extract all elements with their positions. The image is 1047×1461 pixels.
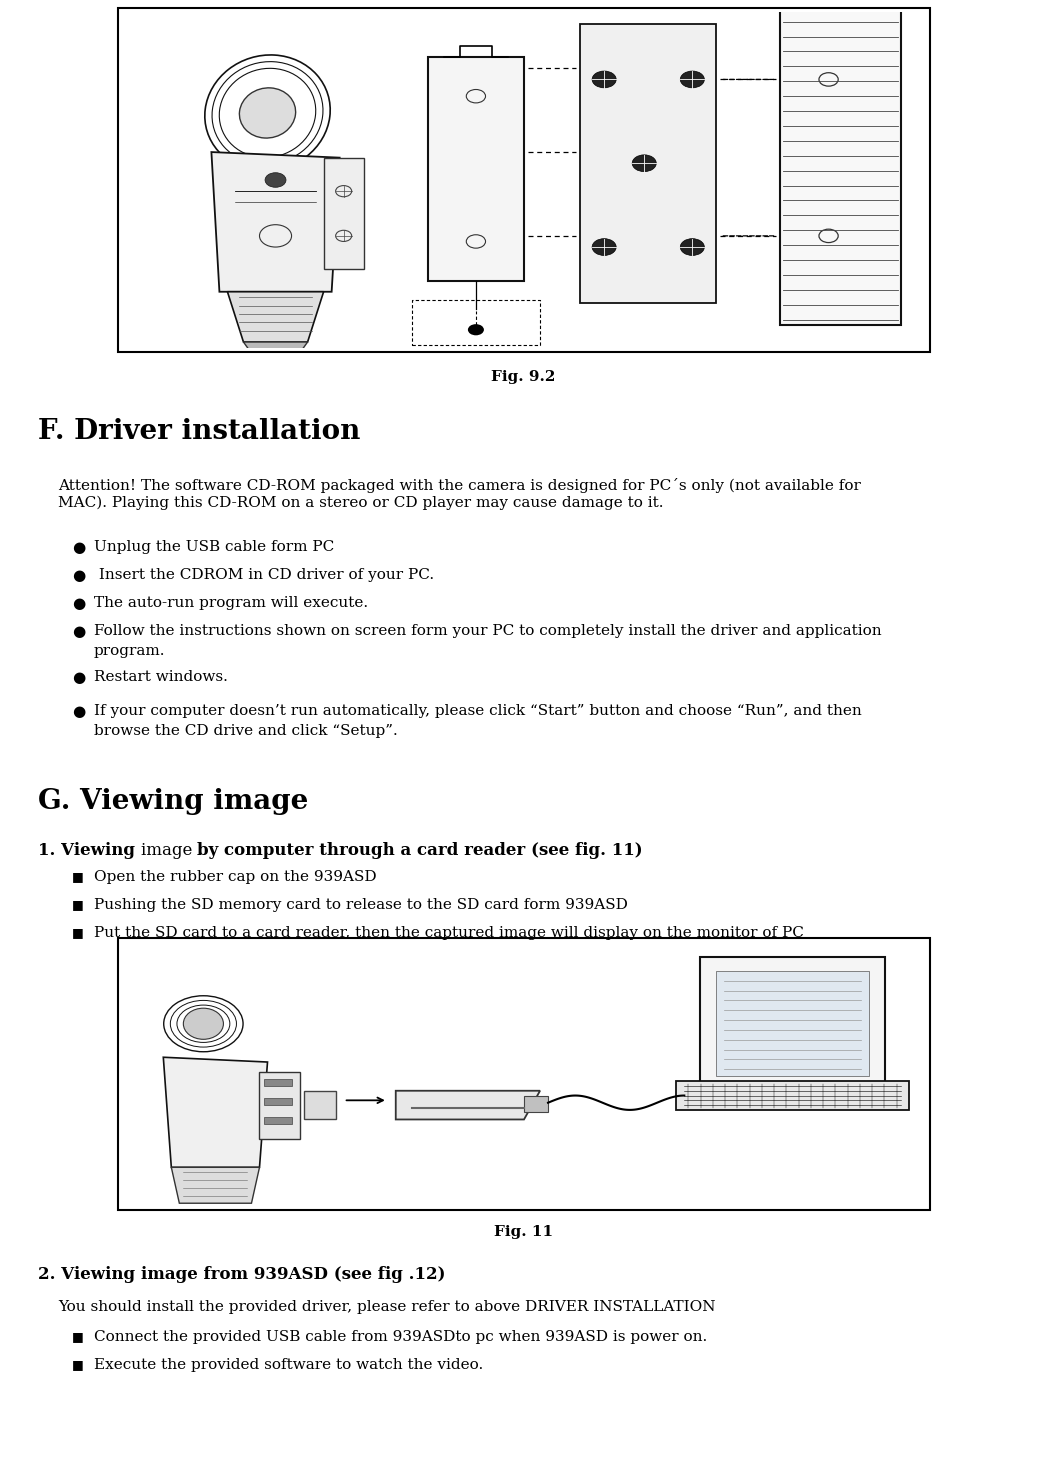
Text: Unplug the USB cable form PC: Unplug the USB cable form PC <box>94 541 334 554</box>
Polygon shape <box>700 957 885 1086</box>
Text: ●: ● <box>72 704 85 719</box>
Text: Insert the CDROM in CD driver of your PC.: Insert the CDROM in CD driver of your PC… <box>94 568 435 581</box>
Text: Execute the provided software to watch the video.: Execute the provided software to watch t… <box>94 1359 484 1372</box>
Text: ●: ● <box>72 671 85 685</box>
Circle shape <box>468 324 484 336</box>
Text: ●: ● <box>72 568 85 583</box>
Circle shape <box>681 238 705 256</box>
Text: browse the CD drive and click “Setup”.: browse the CD drive and click “Setup”. <box>94 725 398 738</box>
Text: Fig. 11: Fig. 11 <box>494 1224 553 1239</box>
Bar <box>264 1078 291 1086</box>
Polygon shape <box>428 57 524 281</box>
Polygon shape <box>211 152 339 292</box>
Ellipse shape <box>183 1008 223 1039</box>
Polygon shape <box>260 1071 299 1138</box>
Circle shape <box>681 72 705 88</box>
Polygon shape <box>324 158 363 269</box>
Text: by computer through a card reader (see fig. 11): by computer through a card reader (see f… <box>198 842 643 859</box>
Circle shape <box>632 155 656 171</box>
Text: You should install the provided driver, please refer to above DRIVER INSTALLATIO: You should install the provided driver, … <box>58 1300 715 1313</box>
Bar <box>304 1091 336 1119</box>
Text: Restart windows.: Restart windows. <box>94 671 228 684</box>
Circle shape <box>593 238 617 256</box>
Bar <box>681 1097 705 1109</box>
Text: image: image <box>140 842 198 859</box>
Polygon shape <box>163 1058 268 1167</box>
Text: ■: ■ <box>72 899 84 912</box>
Text: ■: ■ <box>72 1359 84 1370</box>
Text: Connect the provided USB cable from 939ASDto pc when 939ASD is power on.: Connect the provided USB cable from 939A… <box>94 1330 708 1344</box>
Polygon shape <box>244 342 308 359</box>
Text: If your computer doesn’t run automatically, please click “Start” button and choo: If your computer doesn’t run automatical… <box>94 704 862 717</box>
Polygon shape <box>172 1167 260 1204</box>
Text: ■: ■ <box>72 926 84 939</box>
Text: ●: ● <box>72 624 85 638</box>
Polygon shape <box>676 1081 909 1110</box>
Polygon shape <box>780 1 900 326</box>
Bar <box>264 1118 291 1125</box>
Bar <box>716 972 869 1077</box>
Text: Attention! The software CD-ROM packaged with the camera is designed for PC´s onl: Attention! The software CD-ROM packaged … <box>58 478 861 510</box>
Polygon shape <box>396 1091 540 1119</box>
Text: 1. Viewing: 1. Viewing <box>38 842 140 859</box>
Polygon shape <box>580 23 716 302</box>
Bar <box>118 7 930 352</box>
Polygon shape <box>227 292 324 342</box>
Text: Pushing the SD memory card to release to the SD card form 939ASD: Pushing the SD memory card to release to… <box>94 899 628 912</box>
Circle shape <box>593 72 617 88</box>
Text: Put the SD card to a card reader, then the captured image will display on the mo: Put the SD card to a card reader, then t… <box>94 926 804 939</box>
Text: ■: ■ <box>72 869 84 882</box>
Text: ●: ● <box>72 541 85 555</box>
Bar <box>524 1096 548 1112</box>
Text: ■: ■ <box>72 1330 84 1343</box>
Text: F. Driver installation: F. Driver installation <box>38 418 360 446</box>
Text: ●: ● <box>72 596 85 611</box>
Text: G. Viewing image: G. Viewing image <box>38 787 309 815</box>
Ellipse shape <box>240 88 295 137</box>
Text: Follow the instructions shown on screen form your PC to completely install the d: Follow the instructions shown on screen … <box>94 624 882 638</box>
Bar <box>118 938 930 1210</box>
Bar <box>264 1097 291 1105</box>
Text: Fig. 9.2: Fig. 9.2 <box>491 370 556 384</box>
Text: The auto-run program will execute.: The auto-run program will execute. <box>94 596 369 611</box>
Text: program.: program. <box>94 644 165 657</box>
Text: Open the rubber cap on the 939ASD: Open the rubber cap on the 939ASD <box>94 869 377 884</box>
Text: 2. Viewing image from 939ASD (see fig .12): 2. Viewing image from 939ASD (see fig .1… <box>38 1267 446 1283</box>
Circle shape <box>265 172 286 187</box>
